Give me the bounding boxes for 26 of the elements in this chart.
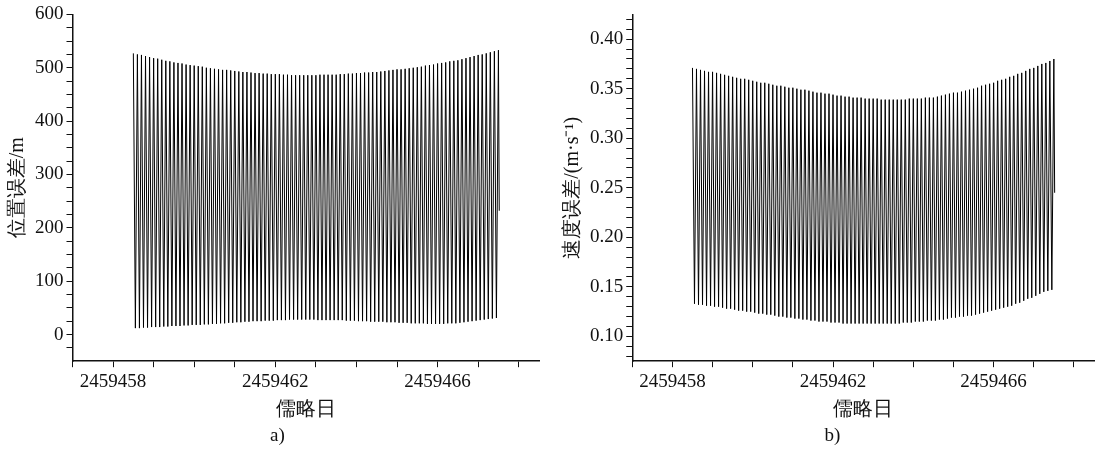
y-tick-label: 0.15 [590, 274, 624, 296]
text: a) [269, 424, 286, 446]
x-axis-title: 儒略日 [275, 397, 336, 420]
y-tick-label: 0.35 [590, 76, 624, 98]
x-tick-label: 2459458 [639, 369, 706, 391]
y-tick-label: 0.30 [590, 126, 624, 148]
y-axis-title: 位置误差/m [5, 136, 28, 239]
y-tick-label: 100 [35, 269, 64, 291]
y-tick-label: 600 [35, 2, 64, 24]
y-tick-label: 0.20 [590, 225, 624, 247]
text: b) [823, 424, 842, 446]
x-tick-label: 2459462 [799, 369, 867, 391]
x-tick-label: 2459466 [960, 369, 1027, 391]
x-tick-label: 2459458 [79, 369, 147, 391]
y-tick-label: 0.25 [590, 175, 624, 197]
x-axis-title: 儒略日 [833, 397, 894, 420]
y-tick-label: 0.10 [590, 324, 624, 346]
y-tick-label: 500 [35, 55, 64, 77]
y-tick-label: 200 [35, 215, 64, 237]
x-tick-label: 2459466 [404, 369, 471, 391]
y-tick-label: 0.40 [590, 27, 624, 49]
y-tick-label: 400 [35, 109, 64, 131]
y-tick-label: 300 [35, 162, 64, 184]
y-tick-label: 0 [54, 322, 64, 344]
y-axis-title: 速度误差/(m·s⁻¹) [560, 116, 584, 259]
x-tick-label: 2459462 [242, 369, 309, 391]
